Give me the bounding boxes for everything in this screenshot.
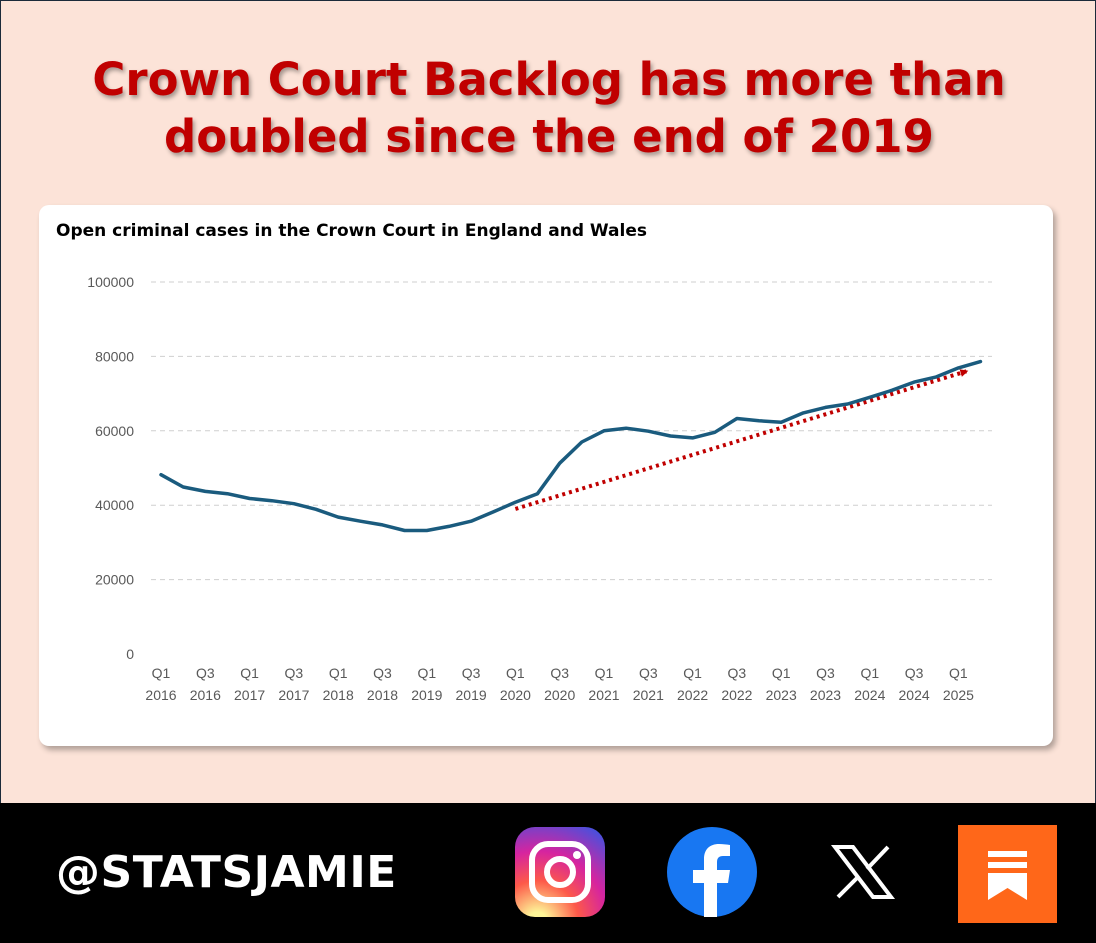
x-tick-year: 2016 [145, 687, 176, 703]
x-tick-quarter: Q3 [285, 665, 304, 681]
x-tick-year: 2019 [411, 687, 442, 703]
x-tick-quarter: Q1 [683, 665, 702, 681]
social-handle: @STATSJAMIE [56, 847, 397, 898]
x-tick-quarter: Q1 [506, 665, 525, 681]
x-tick-quarter: Q3 [462, 665, 481, 681]
x-tick-label: Q3 2021 [633, 665, 664, 703]
x-tick-label: Q3 2017 [278, 665, 309, 703]
x-tick-quarter: Q1 [949, 665, 968, 681]
x-tick-year: 2024 [854, 687, 885, 703]
trend-arrow [514, 369, 969, 511]
x-tick-year: 2019 [456, 687, 487, 703]
x-tick-label: Q3 2022 [721, 665, 752, 703]
x-tick-year: 2020 [500, 687, 531, 703]
header-panel: Crown Court Backlog has more than double… [0, 0, 1096, 804]
x-tick-label: Q3 2024 [899, 665, 930, 703]
headline-line-1: Crown Court Backlog has more than [92, 53, 1006, 106]
x-tick-label: Q3 2020 [544, 665, 575, 703]
y-tick-label: 20000 [95, 572, 134, 588]
x-tick-year: 2022 [721, 687, 752, 703]
x-tick-label: Q3 2023 [810, 665, 841, 703]
x-tick-label: Q1 2023 [766, 665, 797, 703]
x-tick-label: Q1 2018 [323, 665, 354, 703]
y-tick-label: 60000 [95, 423, 134, 439]
x-tick-quarter: Q1 [860, 665, 879, 681]
x-tick-label: Q1 2019 [411, 665, 442, 703]
y-tick-label: 80000 [95, 348, 134, 364]
x-tick-quarter: Q3 [816, 665, 835, 681]
x-tick-year: 2021 [633, 687, 664, 703]
x-tick-year: 2021 [588, 687, 619, 703]
series-layer [159, 359, 983, 533]
x-tick-label: Q3 2016 [190, 665, 221, 703]
x-tick-quarter: Q1 [417, 665, 436, 681]
x-tick-quarter: Q1 [595, 665, 614, 681]
x-tick-quarter: Q3 [550, 665, 569, 681]
x-icon[interactable] [818, 827, 908, 917]
x-tick-quarter: Q3 [196, 665, 215, 681]
x-tick-quarter: Q1 [772, 665, 791, 681]
x-tick-year: 2018 [367, 687, 398, 703]
x-tick-quarter: Q1 [240, 665, 259, 681]
x-tick-label: Q1 2022 [677, 665, 708, 703]
chart-card: Open criminal cases in the Crown Court i… [39, 205, 1053, 746]
headline: Crown Court Backlog has more than double… [1, 51, 1096, 165]
y-tick-label: 40000 [95, 497, 134, 513]
facebook-icon[interactable] [667, 827, 757, 917]
x-tick-label: Q1 2025 [943, 665, 974, 703]
x-tick-label: Q3 2018 [367, 665, 398, 703]
headline-line-2: doubled since the end of 2019 [164, 110, 934, 163]
y-tick-label: 0 [126, 646, 134, 662]
x-tick-label: Q1 2017 [234, 665, 265, 703]
x-tick-quarter: Q3 [373, 665, 392, 681]
x-tick-quarter: Q3 [905, 665, 924, 681]
x-tick-label: Q1 2016 [145, 665, 176, 703]
x-tick-label: Q1 2020 [500, 665, 531, 703]
x-tick-year: 2023 [766, 687, 797, 703]
x-tick-year: 2017 [278, 687, 309, 703]
x-tick-label: Q1 2024 [854, 665, 885, 703]
line-chart: 0 20000 40000 60000 80000 100000 Q1 2016 Q3 2016… [87, 274, 992, 703]
y-axis: 0 20000 40000 60000 80000 100000 [87, 274, 134, 662]
trend-arrow-layer [514, 369, 969, 511]
footer-bar: @STATSJAMIE [0, 803, 1096, 943]
x-tick-year: 2020 [544, 687, 575, 703]
x-tick-year: 2017 [234, 687, 265, 703]
y-tick-label: 100000 [87, 274, 134, 290]
x-tick-quarter: Q3 [728, 665, 747, 681]
x-tick-year: 2016 [190, 687, 221, 703]
x-tick-label: Q1 2021 [588, 665, 619, 703]
x-tick-year: 2022 [677, 687, 708, 703]
series-line-open-cases [159, 359, 983, 533]
x-tick-label: Q3 2019 [456, 665, 487, 703]
gridlines [151, 281, 992, 581]
chart-title: Open criminal cases in the Crown Court i… [56, 221, 648, 241]
x-tick-year: 2024 [899, 687, 930, 703]
x-tick-year: 2023 [810, 687, 841, 703]
x-tick-quarter: Q1 [329, 665, 348, 681]
x-tick-year: 2018 [323, 687, 354, 703]
x-axis: Q1 2016 Q3 2016 Q1 2017 Q3 2017 Q1 2018 Q3 2018 Q1 20… [145, 665, 974, 703]
instagram-icon[interactable] [515, 827, 605, 917]
x-tick-quarter: Q3 [639, 665, 658, 681]
x-tick-year: 2025 [943, 687, 974, 703]
substack-icon[interactable] [958, 825, 1057, 923]
x-tick-quarter: Q1 [152, 665, 171, 681]
